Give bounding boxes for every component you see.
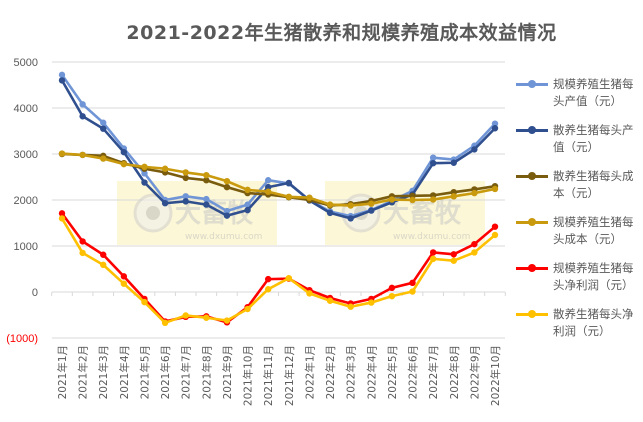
svg-text:2021年11月: 2021年11月	[262, 345, 275, 406]
svg-text:2021年2月: 2021年2月	[77, 345, 90, 399]
svg-text:2022年1月: 2022年1月	[303, 345, 316, 399]
legend: 规模养殖生猪每头产值（元） 散养生猪每头产值（元） 散养生猪每头成本（元） 规模…	[516, 76, 641, 352]
svg-text:(1000): (1000)	[6, 333, 38, 345]
chart-title: 2021-2022年生猪散养和规模养殖成本效益情况	[126, 22, 557, 44]
legend-item[interactable]: 散养生猪每头成本（元）	[516, 168, 641, 202]
svg-text:2021年1月: 2021年1月	[56, 345, 69, 399]
svg-text:2022年9月: 2022年9月	[468, 345, 481, 399]
svg-text:0: 0	[32, 287, 38, 299]
svg-text:2022年4月: 2022年4月	[365, 345, 378, 399]
svg-text:www.dxumu.com: www.dxumu.com	[185, 232, 262, 242]
legend-item[interactable]: 散养生猪每头产值（元）	[516, 122, 641, 156]
svg-text:5000: 5000	[14, 57, 38, 69]
svg-text:2021年3月: 2021年3月	[97, 345, 110, 399]
svg-text:2022年3月: 2022年3月	[345, 345, 358, 399]
svg-text:3000: 3000	[14, 149, 38, 161]
legend-swatch-icon	[516, 264, 548, 272]
legend-item[interactable]: 散养生猪每头净利润（元）	[516, 306, 641, 340]
svg-text:4000: 4000	[14, 103, 38, 115]
legend-swatch-icon	[516, 80, 548, 88]
svg-text:2021年8月: 2021年8月	[200, 345, 213, 399]
svg-text:2022年8月: 2022年8月	[448, 345, 461, 399]
svg-text:www.dxumu.com: www.dxumu.com	[393, 232, 470, 242]
legend-swatch-icon	[516, 310, 548, 318]
svg-text:2021年6月: 2021年6月	[159, 345, 172, 399]
svg-text:2021年7月: 2021年7月	[180, 345, 193, 399]
svg-text:2000: 2000	[14, 195, 38, 207]
svg-text:2021年5月: 2021年5月	[138, 345, 151, 399]
legend-swatch-icon	[516, 172, 548, 180]
legend-item[interactable]: 规模养殖生猪每头成本（元）	[516, 214, 641, 248]
svg-text:2021年10月: 2021年10月	[242, 345, 255, 406]
svg-text:2022年6月: 2022年6月	[407, 345, 420, 399]
svg-text:2022年2月: 2022年2月	[324, 345, 337, 399]
svg-text:大畜牧: 大畜牧	[383, 198, 462, 229]
svg-text:2022年7月: 2022年7月	[427, 345, 440, 399]
legend-item[interactable]: 规模养殖生猪每头产值（元）	[516, 76, 641, 110]
svg-text:2022年10月: 2022年10月	[489, 345, 502, 406]
legend-item[interactable]: 规模养殖生猪每头净利润（元）	[516, 260, 641, 294]
svg-text:1000: 1000	[14, 241, 38, 253]
svg-text:2022年5月: 2022年5月	[386, 345, 399, 399]
legend-swatch-icon	[516, 218, 548, 226]
svg-text:2021年4月: 2021年4月	[118, 345, 131, 399]
legend-swatch-icon	[516, 126, 548, 134]
svg-text:2021年9月: 2021年9月	[221, 345, 234, 399]
svg-text:2021年12月: 2021年12月	[283, 345, 296, 406]
